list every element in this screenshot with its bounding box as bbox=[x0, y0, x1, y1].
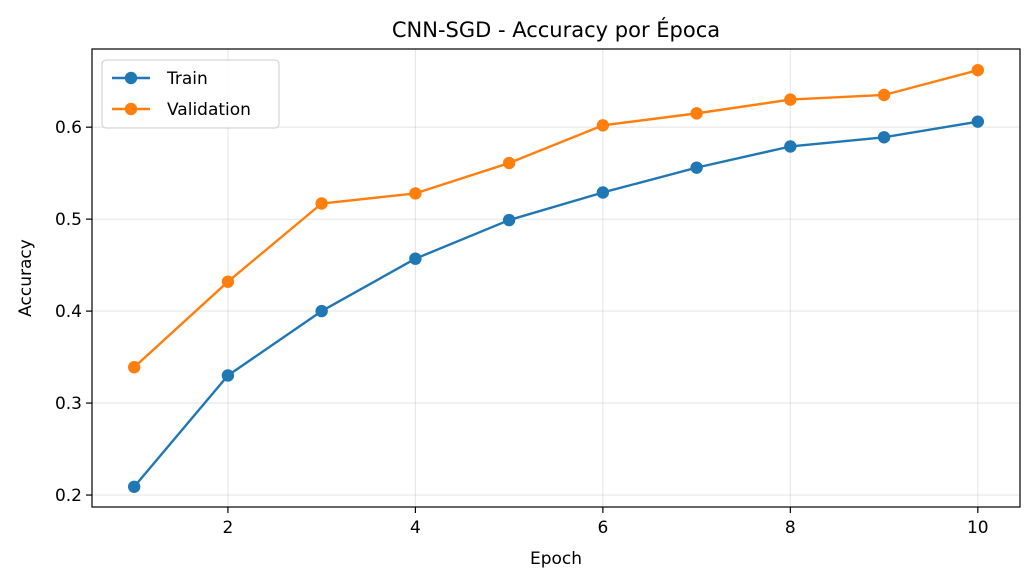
data-point-validation bbox=[315, 197, 328, 210]
y-tick-label: 0.6 bbox=[55, 118, 82, 138]
legend-entry-validation: Validation bbox=[112, 100, 251, 120]
legend-items: Train Validation bbox=[112, 69, 251, 120]
data-point-train bbox=[690, 161, 703, 174]
y-tick-label: 0.2 bbox=[55, 486, 82, 506]
x-axis-label: Epoch bbox=[530, 549, 582, 569]
data-point-validation bbox=[877, 88, 891, 102]
legend-swatch-marker bbox=[124, 71, 138, 85]
legend-label: Train bbox=[166, 69, 208, 89]
data-point-train bbox=[596, 186, 610, 199]
data-point-train bbox=[971, 115, 985, 128]
chart-title: CNN-SGD - Accuracy por Época bbox=[392, 17, 720, 42]
data-point-train bbox=[409, 252, 422, 265]
data-point-train bbox=[221, 369, 235, 382]
y-tick-label: 0.4 bbox=[55, 302, 82, 322]
data-point-validation bbox=[409, 187, 422, 200]
series-validation bbox=[127, 63, 985, 374]
data-point-validation bbox=[784, 93, 797, 106]
x-tick-label: 8 bbox=[785, 518, 796, 538]
data-point-validation bbox=[596, 119, 610, 132]
x-tick-label: 10 bbox=[967, 518, 989, 538]
y-axis-label: Accuracy bbox=[16, 239, 36, 317]
data-point-validation bbox=[127, 361, 141, 374]
series-train bbox=[127, 115, 985, 493]
data-point-validation bbox=[221, 275, 235, 288]
x-tick-label: 2 bbox=[223, 518, 234, 538]
series-layer bbox=[127, 63, 985, 493]
data-point-train bbox=[127, 480, 141, 493]
legend: Train Validation bbox=[101, 59, 280, 129]
data-point-train bbox=[502, 213, 516, 227]
legend-swatch-marker bbox=[124, 102, 138, 116]
data-point-validation bbox=[502, 156, 516, 170]
data-point-train bbox=[877, 131, 891, 144]
x-tick-label: 4 bbox=[410, 518, 421, 538]
y-tick-label: 0.3 bbox=[55, 394, 82, 414]
series-line-validation bbox=[133, 68, 979, 369]
data-point-validation bbox=[971, 63, 985, 77]
plot-frame bbox=[91, 48, 1021, 508]
data-point-validation bbox=[690, 107, 703, 120]
series-line-train bbox=[133, 120, 979, 488]
x-tick-label: 6 bbox=[597, 518, 608, 538]
legend-label: Validation bbox=[167, 100, 251, 120]
data-point-train bbox=[315, 304, 328, 318]
y-tick-label: 0.5 bbox=[55, 210, 82, 230]
axis-ticks: 2 4 6 8 10 0.2 0.3 0.4 0.5 0.6 bbox=[55, 118, 989, 538]
legend-entry-train: Train bbox=[112, 69, 208, 89]
data-point-train bbox=[784, 140, 797, 153]
